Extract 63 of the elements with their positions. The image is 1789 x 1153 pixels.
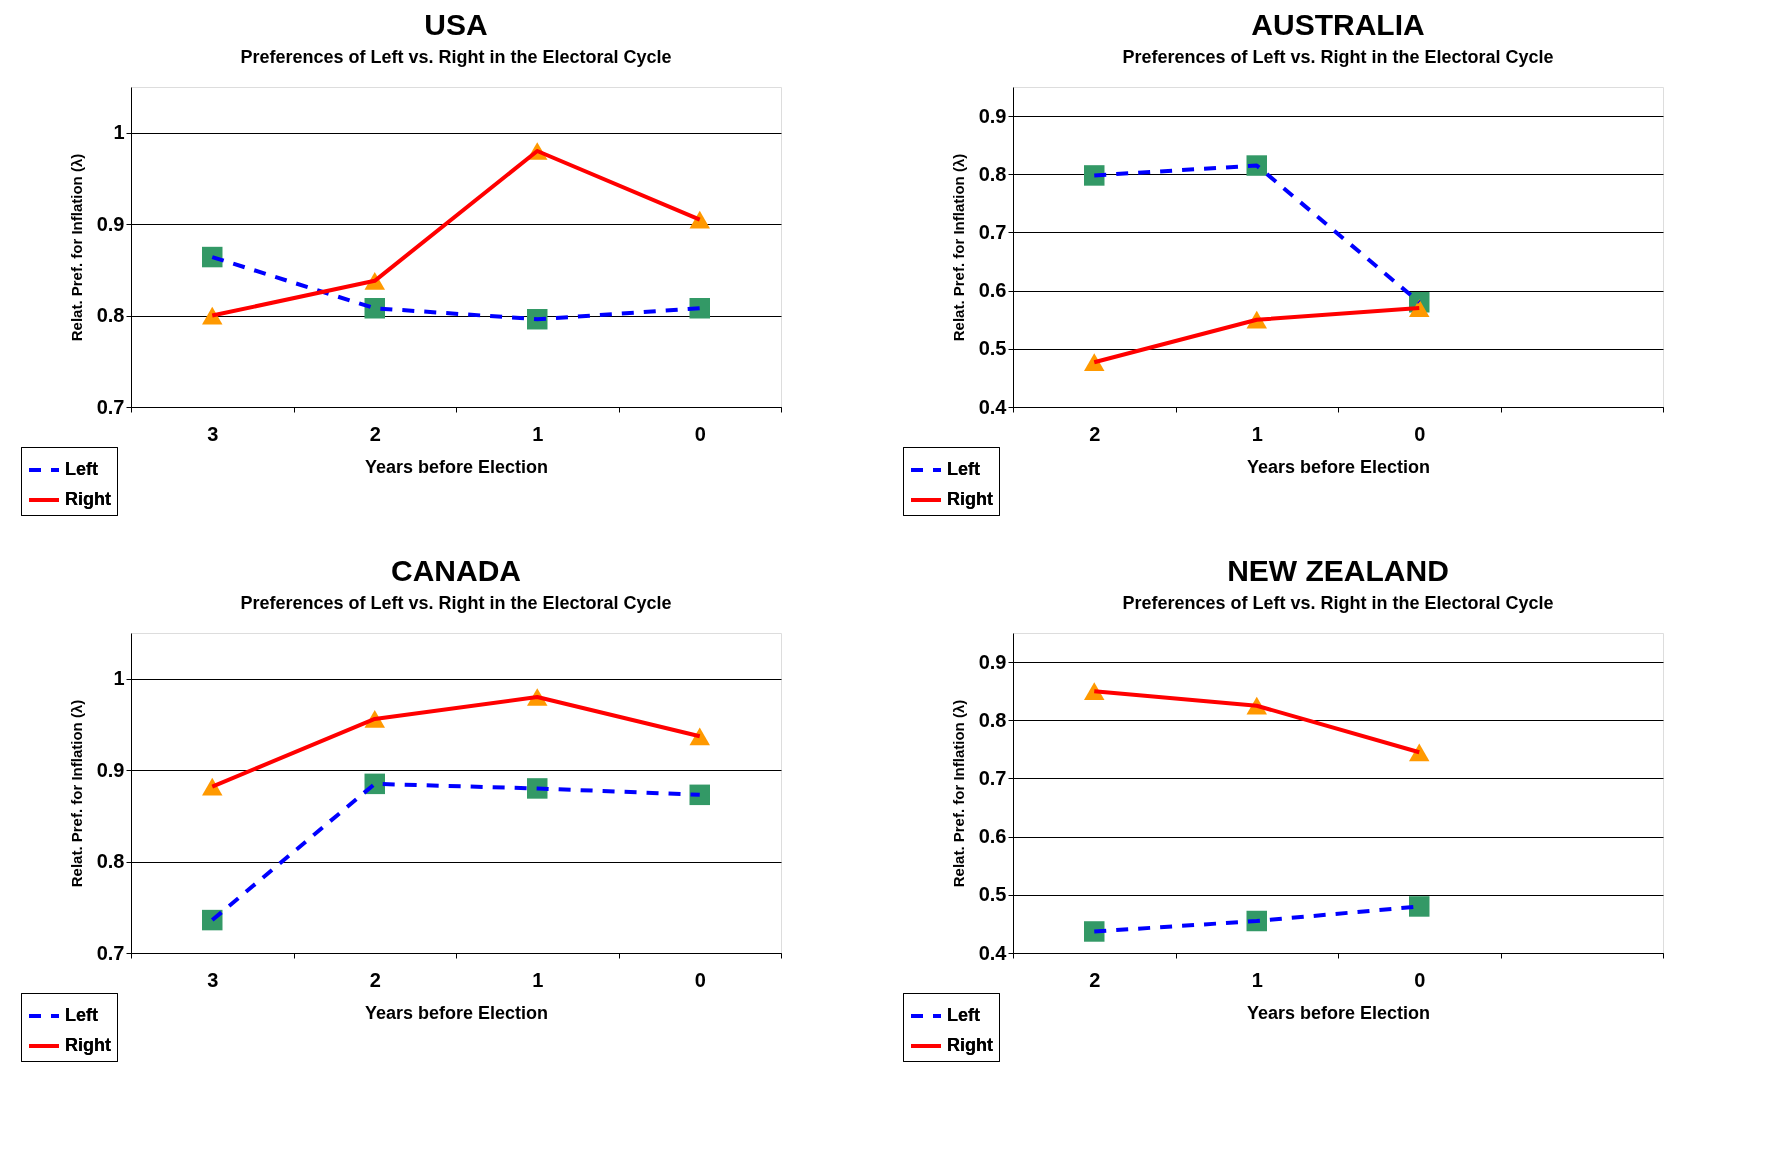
x-axis-title: Years before Election	[364, 1002, 549, 1023]
x-tick-label: 0	[694, 422, 706, 445]
x-tick-label: 0	[694, 968, 706, 991]
point	[1084, 165, 1105, 186]
point	[689, 298, 710, 319]
y-tick-label: 0.9	[978, 650, 1007, 673]
x-tick-label: 1	[532, 422, 544, 445]
chart-subtitle: Preferences of Left vs. Right in the Electoral Cycle	[240, 47, 672, 67]
y-tick-label: 0.7	[978, 766, 1007, 789]
legend-label: Left	[65, 1005, 98, 1025]
chart-subtitle: Preferences of Left vs. Right in the Electoral Cycle	[240, 593, 672, 613]
y-axis-title: Relat. Pref. for Inflation (λ)	[67, 153, 85, 342]
y-tick-label: 0.9	[978, 104, 1007, 127]
y-tick-label: 0.7	[96, 941, 125, 964]
legend-label: Right	[947, 1035, 993, 1055]
point	[1409, 896, 1430, 917]
x-tick-label: 1	[532, 968, 544, 991]
chart-title: NEW ZEALAND	[1227, 554, 1449, 587]
chart-title: CANADA	[391, 554, 521, 587]
y-axis-title: Relat. Pref. for Inflation (λ)	[949, 699, 967, 888]
chart-subtitle: Preferences of Left vs. Right in the Electoral Cycle	[1122, 47, 1554, 67]
legend-label: Left	[65, 459, 98, 479]
x-axis-title: Years before Election	[1246, 456, 1431, 477]
x-tick-label: 0	[1414, 968, 1426, 991]
y-tick-label: 0.9	[96, 212, 125, 235]
y-tick-label: 0.4	[978, 941, 1008, 964]
x-tick-label: 2	[1089, 968, 1101, 991]
y-tick-label: 0.8	[96, 850, 125, 873]
x-tick-label: 3	[207, 422, 219, 445]
y-tick-label: 1	[113, 667, 125, 690]
y-tick-label: 0.5	[978, 337, 1007, 360]
y-tick-label: 0.4	[978, 395, 1008, 418]
legend-label: Right	[65, 489, 111, 509]
legend-label: Right	[947, 489, 993, 509]
chart-title: USA	[424, 8, 488, 41]
legend-label: Right	[65, 1035, 111, 1055]
x-axis-title: Years before Election	[1246, 1002, 1431, 1023]
chart-title: AUSTRALIA	[1251, 8, 1425, 41]
y-tick-label: 0.6	[978, 825, 1007, 848]
x-tick-label: 1	[1251, 422, 1263, 445]
y-axis-title: Relat. Pref. for Inflation (λ)	[949, 153, 967, 342]
y-tick-label: 0.7	[96, 395, 125, 418]
y-tick-label: 0.6	[978, 279, 1007, 302]
legend-label: Left	[947, 1005, 980, 1025]
y-tick-label: 0.7	[978, 220, 1007, 243]
legend-label: Left	[947, 459, 980, 479]
y-axis-title: Relat. Pref. for Inflation (λ)	[67, 699, 85, 888]
y-tick-label: 0.8	[96, 304, 125, 327]
x-tick-label: 2	[1089, 422, 1101, 445]
point	[527, 778, 548, 799]
x-axis-title: Years before Election	[364, 456, 549, 477]
chart-subtitle: Preferences of Left vs. Right in the Electoral Cycle	[1122, 593, 1554, 613]
x-tick-label: 1	[1251, 968, 1263, 991]
x-tick-label: 2	[369, 422, 381, 445]
y-tick-label: 1	[113, 121, 125, 144]
x-tick-label: 0	[1414, 422, 1426, 445]
y-tick-label: 0.8	[978, 708, 1007, 731]
y-tick-label: 0.8	[978, 162, 1007, 185]
point	[1084, 921, 1105, 942]
y-tick-label: 0.9	[96, 758, 125, 781]
y-tick-label: 0.5	[978, 883, 1007, 906]
x-tick-label: 2	[369, 968, 381, 991]
x-tick-label: 3	[207, 968, 219, 991]
